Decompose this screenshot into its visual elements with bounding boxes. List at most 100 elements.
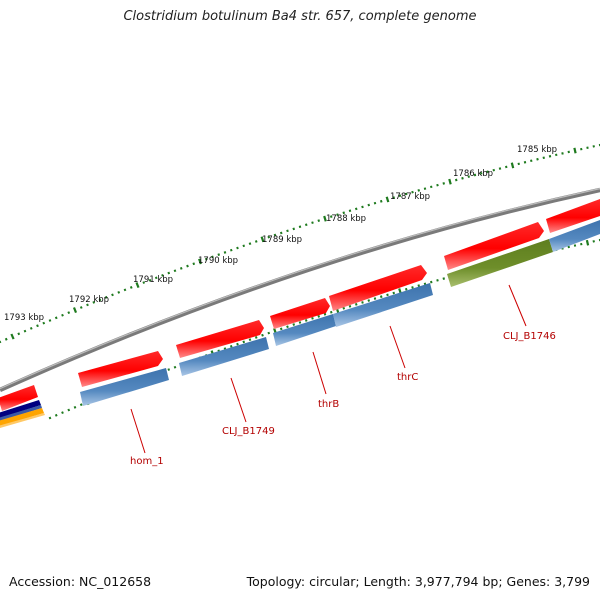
inner-minor-tick	[298, 321, 302, 324]
inner-minor-tick	[286, 325, 289, 329]
inner-minor-tick	[267, 331, 271, 335]
ruler-minor-tick	[342, 211, 346, 215]
inner-minor-tick	[242, 340, 246, 344]
ruler-minor-tick	[104, 295, 108, 299]
ruler-minor-tick	[379, 199, 383, 203]
inner-minor-tick	[386, 293, 389, 297]
gene-arrow-1[interactable]	[0, 385, 38, 411]
ruler-label: 1785 kbp	[517, 145, 557, 155]
gene-label-thrb: thrB	[318, 399, 339, 410]
inner-minor-tick	[342, 306, 346, 310]
inner-minor-tick	[404, 287, 408, 291]
inner-minor-tick	[379, 295, 383, 299]
inner-minor-tick	[311, 317, 314, 320]
ruler-major-tick	[448, 178, 452, 185]
ruler-major-tick	[510, 162, 515, 169]
gene-arrow-hom-1[interactable]	[78, 351, 163, 387]
ruler-minor-tick	[555, 153, 558, 157]
ruler-major-tick	[198, 258, 202, 265]
ruler-minor-tick	[361, 205, 364, 209]
ruler-major-tick	[385, 196, 390, 203]
cds-block-1[interactable]	[80, 368, 169, 406]
ruler-minor-tick	[536, 157, 539, 161]
gene-label-hom-1: hom_1	[130, 456, 164, 467]
ruler-minor-tick	[242, 244, 246, 248]
inner-minor-tick	[248, 338, 252, 342]
cds-block-2[interactable]	[179, 337, 269, 376]
inner-minor-tick	[367, 299, 371, 302]
cds-block-3[interactable]	[273, 314, 336, 346]
inner-major-tick	[585, 239, 590, 246]
cds-block-5[interactable]	[549, 220, 600, 252]
ruler-minor-tick	[411, 190, 414, 194]
inner-minor-tick	[79, 403, 83, 407]
ruler-minor-tick	[79, 306, 83, 309]
ruler-label: 1787 kbp	[390, 192, 430, 202]
ruler-minor-tick	[580, 147, 583, 151]
inner-minor-tick	[167, 368, 171, 371]
gene-arrow-thrc[interactable]	[329, 265, 427, 311]
ruler-minor-tick	[373, 201, 377, 205]
leader-clj-b1746	[508, 284, 527, 327]
ruler-minor-tick	[123, 288, 127, 292]
ruler-minor-tick	[436, 183, 439, 187]
ruler-minor-tick	[292, 227, 296, 231]
ruler-minor-tick	[304, 223, 308, 227]
ruler-minor-tick	[423, 187, 427, 190]
ruler-minor-tick	[67, 311, 71, 315]
ruler-label: 1791 kbp	[133, 275, 173, 285]
ruler-minor-tick	[17, 332, 21, 336]
ruler-major-tick	[573, 147, 577, 154]
inner-minor-tick	[323, 312, 327, 316]
ruler-minor-tick	[129, 286, 133, 289]
ruler-minor-tick	[548, 154, 552, 158]
ruler-minor-tick	[467, 175, 470, 178]
ruler-minor-tick	[430, 185, 433, 189]
gene-label-clj-b1749: CLJ_B1749	[222, 426, 275, 437]
ruler-minor-tick	[111, 293, 114, 297]
inner-minor-tick	[48, 416, 52, 420]
gene-arrow-clj-b1749[interactable]	[176, 320, 264, 358]
inner-minor-tick	[61, 411, 64, 414]
inner-minor-tick	[430, 280, 433, 284]
ruler-label: 1792 kbp	[69, 295, 109, 305]
ruler-minor-tick	[311, 221, 314, 224]
ruler-minor-tick	[4, 337, 8, 341]
ruler-minor-tick	[298, 225, 302, 229]
inner-minor-tick	[67, 408, 71, 412]
gene-arrow-thrb[interactable]	[270, 298, 330, 329]
ruler-major-tick	[260, 236, 265, 243]
ruler-minor-tick	[42, 321, 46, 325]
ruler-minor-tick	[167, 271, 171, 275]
ruler-minor-tick	[186, 264, 189, 268]
ruler-minor-tick	[154, 276, 158, 280]
inner-minor-tick	[442, 277, 445, 280]
ruler-minor-tick	[273, 233, 277, 237]
ruler-label: 1790 kbp	[198, 256, 238, 266]
ruler-minor-tick	[592, 145, 595, 148]
cds-block-olive[interactable]	[447, 239, 553, 287]
ruler-label: 1786 kbp	[453, 169, 493, 179]
ruler-minor-tick	[498, 167, 502, 170]
ruler-major-ticks	[10, 147, 577, 340]
inner-minor-tick	[436, 279, 439, 282]
ruler-minor-tick	[455, 178, 458, 182]
ruler-minor-tick	[336, 213, 339, 216]
ruler-minor-tick	[173, 269, 177, 273]
cds-block-4[interactable]	[333, 283, 433, 327]
ruler-minor-tick	[367, 203, 371, 207]
ruler-minor-tick	[523, 160, 527, 164]
gene-arrow-clj-b1746[interactable]	[444, 222, 544, 270]
ruler-minor-tick	[461, 176, 464, 180]
ruler-label: 1788 kbp	[326, 214, 366, 224]
inner-minor-tick	[329, 310, 333, 314]
ruler-minor-tick	[92, 300, 96, 304]
ruler-minor-tick	[517, 162, 520, 166]
ruler-minor-tick	[29, 326, 33, 330]
map-title: Clostridium botulinum Ba4 str. 657, comp…	[123, 9, 477, 24]
ruler-minor-tick	[86, 303, 89, 307]
ruler-minor-tick	[229, 248, 233, 252]
ruler-minor-tick	[142, 281, 146, 284]
gene-arrow-6[interactable]	[546, 199, 600, 233]
